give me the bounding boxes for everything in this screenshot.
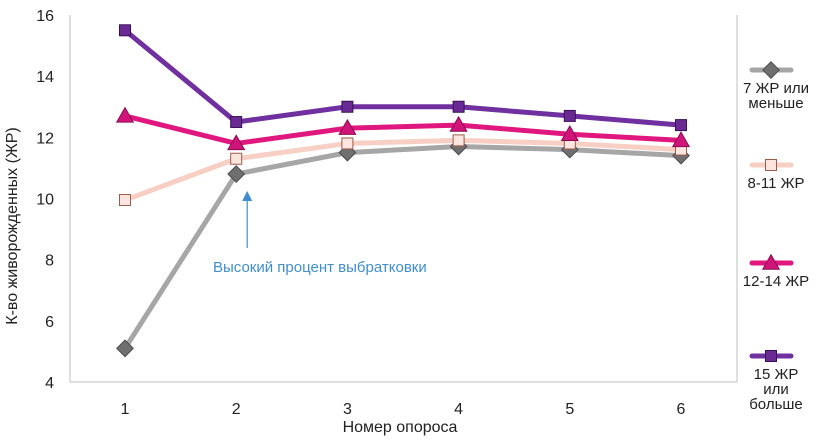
y-tick-label: 14 [36, 69, 54, 86]
data-point [452, 134, 465, 147]
y-tick-labels: 4 6 8 10 12 14 16 [36, 8, 54, 392]
legend-label: 8-11 ЖР [748, 175, 805, 192]
series-4 [119, 24, 687, 132]
legend-label: больше [749, 396, 803, 413]
x-tick-label: 6 [677, 401, 686, 418]
series-lines [115, 24, 691, 358]
legend-label: 7 ЖР или [743, 80, 809, 97]
axes [69, 15, 738, 383]
series-2 [119, 134, 687, 207]
legend-label: 12-14 ЖР [743, 273, 809, 290]
y-tick-label: 10 [36, 192, 54, 209]
x-tick-labels: 1 2 3 4 5 6 [121, 401, 686, 418]
x-tick-label: 3 [343, 401, 352, 418]
data-point [116, 339, 134, 358]
y-axis-label: К-во живорожденных (ЖР) [4, 127, 21, 324]
annotation-arrow-head [242, 191, 253, 202]
series-3 [115, 106, 691, 151]
data-point [341, 137, 354, 150]
legend-entry-2: 8-11 ЖР [748, 159, 805, 192]
legend-label: 15 ЖР [754, 366, 799, 383]
y-tick-label: 8 [45, 253, 54, 270]
y-tick-label: 12 [36, 130, 54, 147]
legend-label: или [763, 381, 789, 398]
data-point [341, 100, 354, 113]
data-point [227, 165, 246, 183]
legend-label: меньше [748, 95, 803, 112]
legend-swatch-marker [765, 350, 777, 362]
data-point [119, 194, 131, 207]
x-tick-label: 5 [565, 401, 574, 418]
data-point [338, 118, 357, 135]
data-point [119, 24, 131, 37]
data-point [675, 119, 687, 132]
x-tick-label: 1 [121, 401, 130, 418]
x-tick-label: 2 [232, 401, 241, 418]
series-line [122, 144, 684, 351]
data-point [452, 100, 465, 113]
x-tick-label: 4 [454, 401, 463, 418]
y-tick-label: 16 [36, 8, 54, 25]
data-point [227, 134, 246, 151]
series-line [122, 113, 684, 146]
series-line [122, 27, 684, 128]
annotations: Высокий процент выбратковки [213, 191, 427, 276]
legend-entry-3: 12-14 ЖР [743, 253, 809, 290]
data-point [230, 116, 243, 129]
annotation-label: Высокий процент выбратковки [213, 259, 427, 276]
legend-swatch-marker [761, 253, 781, 270]
series-line [122, 137, 684, 203]
legend-swatch-marker [765, 159, 777, 171]
data-point [560, 125, 579, 141]
y-tick-label: 6 [45, 314, 54, 331]
data-point [563, 109, 576, 122]
data-point [449, 115, 468, 132]
data-point [671, 131, 691, 148]
x-axis-label: Номер опороса [343, 419, 458, 436]
data-point [230, 152, 243, 165]
legend-swatch-marker [762, 61, 780, 79]
y-tick-label: 4 [45, 375, 54, 392]
data-point [115, 106, 135, 123]
